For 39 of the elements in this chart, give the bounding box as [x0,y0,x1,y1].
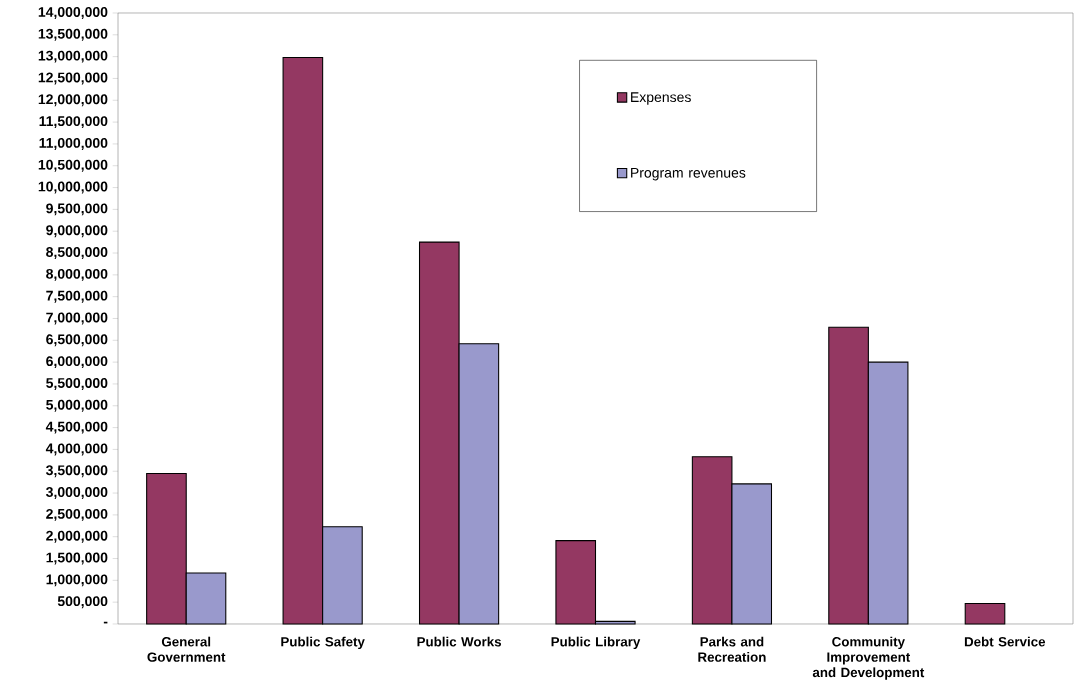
y-tick-label: 13,000,000 [38,50,108,63]
x-tick-label: General Government [147,636,226,662]
y-tick-label: 3,500,000 [45,465,108,478]
y-tick-label: 2,500,000 [46,508,108,521]
x-tick-label: Debt Service [964,636,1046,647]
y-tick-label: 500,000 [57,596,108,609]
y-tick-label: 11,500,000 [39,116,108,129]
x-tick-label: Public Safety [281,636,365,650]
y-tick-label: 10,000,000 [38,181,108,194]
y-tick-label: 10,500,000 [38,159,108,172]
x-tick-label: Public Library [551,636,641,650]
y-tick-label: 8,000,000 [46,268,108,281]
y-tick-label: 12,500,000 [38,72,108,85]
y-tick-label: - [103,621,108,624]
y-tick-label: 4,000,000 [45,443,108,456]
y-tick-label: 2,000,000 [46,530,108,543]
y-tick-label: 12,000,000 [38,94,108,107]
x-tick-label: Parks and Recreation [698,636,766,662]
y-tick-label: 9,000,000 [46,225,108,238]
y-tick-label: 6,500,000 [46,334,108,347]
y-tick-label: 3,000,000 [45,487,108,500]
x-tick-label: Community Improvement and Development [812,636,925,680]
y-tick-label: 14,000,000 [38,7,108,19]
legend-label: Program revenues [631,167,746,181]
legend-label: Expenses [631,92,691,105]
y-tick-label: 1,000,000 [46,574,108,587]
y-tick-label: 6,000,000 [46,356,108,369]
x-tick-label: Public Works [417,636,502,647]
bar [964,602,1006,625]
y-tick-label: 7,500,000 [46,290,108,303]
y-tick-label: 5,500,000 [46,377,108,390]
y-tick-label: 11,000,000 [39,137,108,150]
y-tick-label: 4,500,000 [45,421,108,434]
y-tick-label: 8,500,000 [46,247,108,259]
y-tick-label: 13,500,000 [38,28,108,41]
y-tick-label: 1,500,000 [46,552,108,565]
y-tick-label: 9,500,000 [46,203,108,216]
y-tick-label: 7,000,000 [46,312,108,325]
y-tick-label: 5,000,000 [46,399,108,412]
